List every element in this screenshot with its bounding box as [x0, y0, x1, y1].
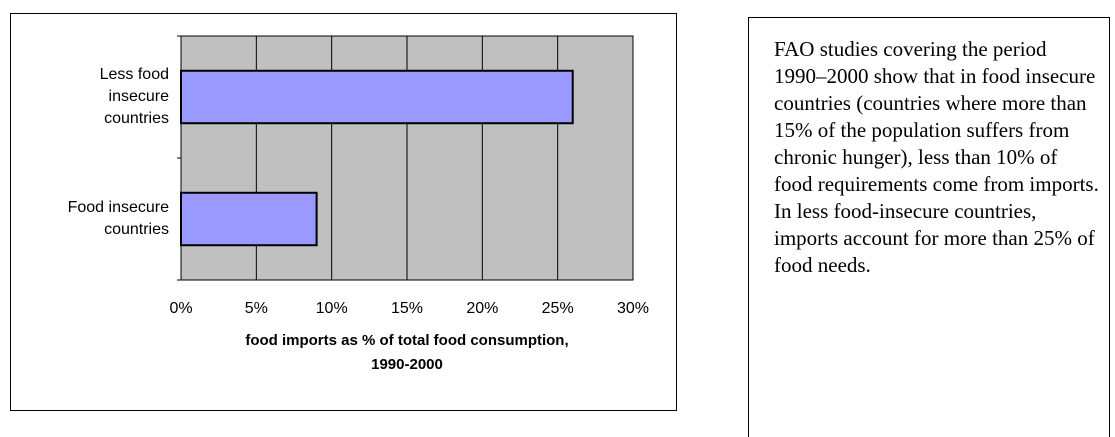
bar: [180, 69, 574, 125]
bar-chart: Less food insecure countries Food insecure c…: [68, 35, 649, 373]
chart-frame: Less food insecure countries Food insecure c…: [10, 13, 677, 411]
note-text: FAO studies covering the period 1990–200…: [774, 37, 1099, 277]
category-label: Food insecure: [68, 199, 169, 216]
x-tick-label: 0%: [169, 300, 192, 317]
x-tick-label: 15%: [391, 300, 423, 317]
x-tick-label: 25%: [542, 300, 574, 317]
category-label: insecure: [109, 88, 170, 105]
bar: [180, 191, 318, 247]
x-tick-label: 30%: [617, 300, 649, 317]
category-label: countries: [104, 110, 169, 127]
x-tick-label: 5%: [245, 300, 268, 317]
x-tick-label: 10%: [316, 300, 348, 317]
x-axis-title: 1990-2000: [371, 356, 443, 373]
category-label: countries: [104, 221, 169, 238]
x-axis-title: food imports as % of total food consumpt…: [245, 332, 568, 349]
note-text-box: FAO studies covering the period 1990–200…: [748, 17, 1110, 437]
category-label: Less food: [100, 66, 169, 83]
x-tick-label: 20%: [466, 300, 498, 317]
